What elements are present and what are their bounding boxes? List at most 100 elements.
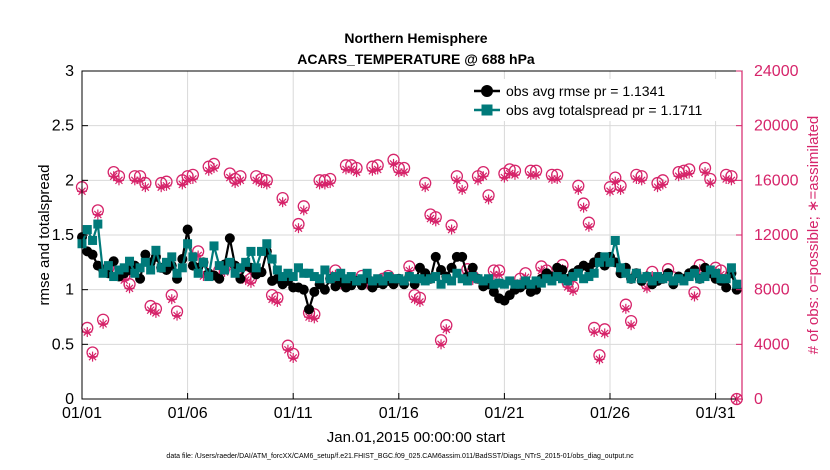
spread-point: [167, 252, 177, 262]
spread-point: [272, 265, 282, 275]
obs-assimilated-point: [145, 305, 156, 316]
obs-assimilated-point: [166, 294, 177, 305]
asterisk-stroke: [93, 210, 102, 219]
right-y-tick-label: 16000: [754, 172, 799, 189]
obs-assimilated-point: [251, 175, 262, 186]
asterisk-stroke: [500, 173, 509, 182]
asterisk-stroke: [320, 180, 329, 189]
spread-point: [188, 252, 198, 262]
asterisk-stroke: [225, 173, 234, 182]
asterisk-stroke: [532, 170, 541, 179]
asterisk-stroke: [162, 181, 171, 190]
spread-point: [135, 263, 145, 273]
obs-assimilated-point: [98, 318, 109, 329]
legend-rmse-label: obs avg rmse pr = 1.1341: [506, 83, 665, 99]
obs-assimilated-point: [589, 327, 600, 338]
obs-assimilated-point: [298, 205, 309, 216]
spread-point: [367, 276, 377, 286]
obs-assimilated-point: [494, 269, 505, 280]
spread-point: [447, 276, 457, 286]
spread-point: [299, 268, 309, 278]
spread-point: [531, 276, 541, 286]
left-y-tick-label: 0.5: [52, 336, 74, 353]
spread-point: [357, 274, 367, 284]
spread-point: [389, 274, 399, 284]
asterisk-stroke: [236, 176, 245, 185]
right-y-tick-label: 20000: [754, 118, 799, 135]
spread-point: [109, 272, 119, 282]
spread-point: [209, 241, 219, 251]
spread-point: [251, 263, 261, 273]
asterisk-stroke: [658, 180, 667, 189]
spread-point: [425, 274, 435, 284]
spread-point: [605, 257, 615, 267]
asterisk-stroke: [569, 287, 577, 295]
obs-assimilated-point: [113, 175, 124, 186]
rmse-point: [224, 233, 235, 244]
asterisk-stroke: [637, 176, 646, 185]
spread-point: [489, 279, 499, 289]
asterisk-stroke: [437, 340, 445, 349]
spread-point: [225, 257, 235, 267]
asterisk-stroke: [273, 298, 282, 306]
asterisk-stroke: [83, 328, 92, 336]
obs-assimilated-point: [272, 296, 283, 307]
rmse-point: [430, 251, 441, 262]
asterisk-stroke: [579, 203, 588, 212]
asterisk-stroke: [415, 298, 424, 306]
spread-point: [579, 274, 589, 284]
x-axis: 01/01 01/06 01/11 01/16 01/21 01/26 01/31: [62, 393, 736, 422]
x-tick-label: 01/31: [696, 405, 736, 422]
left-y-tick-label: 1: [65, 282, 74, 299]
obs-assimilated-point: [309, 313, 320, 324]
legend-box: [470, 79, 738, 121]
spread-point: [526, 279, 536, 289]
spread-point: [420, 276, 430, 286]
asterisk-stroke: [210, 164, 218, 172]
spread-point: [114, 265, 124, 275]
asterisk-stroke: [616, 185, 625, 194]
spread-point: [156, 263, 166, 273]
right-y-tick-label: 0: [754, 391, 763, 408]
obs-assimilated-point: [425, 213, 436, 224]
asterisk-stroke: [347, 165, 356, 174]
obs-assimilated-point: [172, 310, 183, 321]
obs-assimilated-point: [531, 169, 542, 180]
spread-point: [130, 268, 140, 278]
obs-assimilated-point: [135, 175, 146, 186]
spread-point: [172, 268, 182, 278]
asterisk-stroke: [421, 183, 430, 192]
left-y-tick-label: 3: [65, 63, 74, 80]
x-tick-label: 01/21: [484, 405, 524, 422]
asterisk-stroke: [247, 278, 255, 287]
spread-point: [304, 268, 314, 278]
asterisk-stroke: [426, 214, 435, 223]
rmse-point: [457, 251, 468, 262]
obs-assimilated-point: [277, 197, 288, 208]
obs-assimilated-point: [626, 320, 637, 331]
spread-point: [552, 272, 562, 282]
spread-point: [336, 268, 346, 278]
obs-assimilated-point: [150, 307, 161, 318]
spread-point: [468, 272, 478, 282]
spread-point: [330, 272, 340, 282]
chart-subtitle: ACARS_TEMPERATURE @ 688 hPa: [297, 51, 535, 67]
spread-point: [315, 274, 325, 284]
spread-point: [721, 274, 731, 284]
spread-point: [88, 235, 98, 245]
obs-assimilated-point: [689, 291, 700, 302]
obs-assimilated-point: [203, 165, 214, 176]
spread-point: [267, 254, 277, 264]
asterisk-stroke: [294, 224, 303, 233]
asterisk-stroke: [479, 172, 488, 181]
asterisk-stroke: [109, 172, 118, 181]
asterisk-stroke: [474, 176, 482, 185]
rmse-point: [304, 304, 315, 315]
obs-assimilated-point: [451, 175, 462, 186]
asterisk-stroke: [99, 319, 108, 328]
obs-assimilated-point: [583, 221, 594, 232]
spread-point: [383, 272, 393, 282]
spread-point: [600, 252, 610, 262]
asterisk-stroke: [368, 166, 377, 175]
asterisk-stroke: [352, 168, 361, 177]
